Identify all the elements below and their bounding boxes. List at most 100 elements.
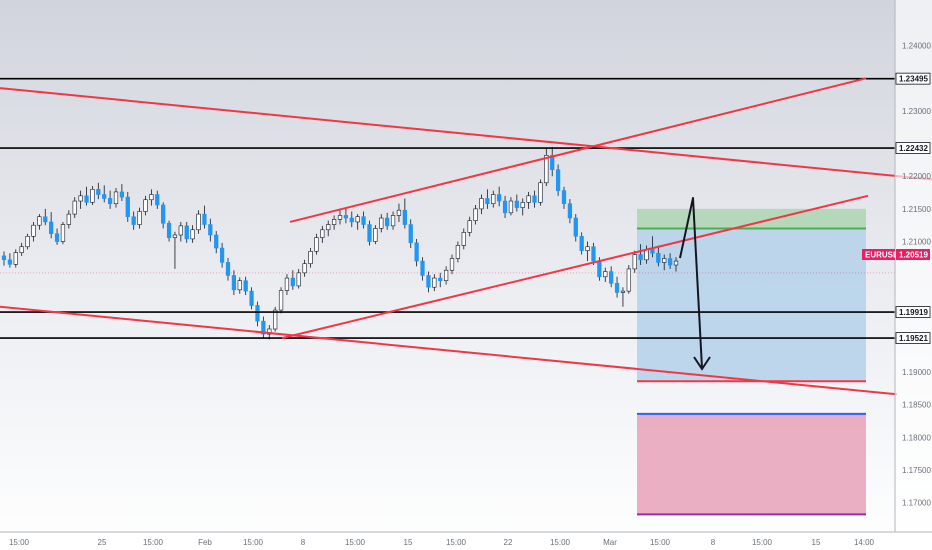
candle-body (208, 224, 213, 236)
candle-body (449, 258, 455, 271)
candle-body (284, 277, 290, 291)
candle-body (261, 320, 266, 335)
candle-body (302, 263, 307, 274)
time-tick-label: 8 (711, 538, 716, 547)
candle-body (214, 234, 219, 249)
candle-body (579, 235, 584, 251)
candle-body (561, 190, 567, 204)
candle-body (66, 213, 71, 225)
level-price-label: 1.19521 (899, 334, 928, 343)
time-axis-panel[interactable] (0, 532, 932, 550)
time-tick-label: 25 (98, 538, 107, 547)
trendline[interactable] (0, 87, 932, 181)
candle-body (308, 251, 313, 265)
candle-body (502, 200, 508, 214)
position-zones[interactable] (637, 208, 866, 516)
price-axis-panel[interactable] (895, 0, 932, 550)
candle-body (420, 260, 425, 276)
time-tick-label: 14:00 (854, 538, 875, 547)
level-badge (895, 306, 931, 318)
time-tick-label: 15:00 (243, 538, 264, 547)
level-badge (895, 142, 931, 154)
candle-body (1, 255, 7, 261)
candle-body (467, 220, 472, 233)
candle-body (514, 200, 519, 208)
time-tick-label: Feb (198, 538, 212, 547)
price-tick-label: 1.17500 (902, 466, 931, 475)
candle-body (520, 202, 525, 208)
candle-body (102, 194, 107, 199)
candle-body (544, 155, 549, 184)
price-tick-label: 1.21500 (902, 205, 931, 214)
time-tick-label: 15:00 (550, 538, 571, 547)
trendline[interactable] (281, 194, 869, 340)
candle-body (255, 305, 260, 322)
time-tick-label: 15 (404, 538, 413, 547)
candle-body (638, 254, 643, 261)
candle-body (161, 204, 166, 224)
candle-body (555, 169, 561, 191)
time-tick-label: 15:00 (143, 538, 164, 547)
candle-body (243, 280, 248, 292)
trendline[interactable] (289, 77, 867, 223)
candle-body (90, 189, 95, 203)
price-tick-label: 1.24000 (902, 42, 931, 51)
candle-body (31, 224, 36, 237)
candle-body (485, 198, 490, 204)
risk-zone[interactable] (637, 413, 866, 515)
level-price-label: 1.22432 (899, 144, 928, 153)
candle-body (461, 232, 466, 246)
trendline[interactable] (0, 305, 898, 396)
candle-body (137, 211, 142, 225)
candlestick-series (1, 146, 679, 340)
projection-path[interactable] (679, 197, 703, 369)
candle-body (107, 198, 113, 204)
horizontal-levels[interactable] (0, 77, 895, 339)
projection-arrow[interactable] (679, 197, 711, 371)
candle-body (432, 277, 437, 288)
time-tick-label: 15:00 (446, 538, 467, 547)
candle-body (620, 290, 626, 293)
candle-body (609, 271, 614, 284)
time-tick-label: 15:00 (9, 538, 30, 547)
candle-body (673, 260, 679, 266)
current-price-label: 1.20519 (899, 251, 928, 260)
symbol-label: EURUSD (865, 251, 899, 260)
time-tick-label: 22 (504, 538, 513, 547)
price-tick-label: 1.18000 (902, 433, 931, 442)
trendlines[interactable] (0, 77, 932, 396)
candle-body (143, 199, 148, 212)
candle-body (19, 246, 24, 253)
candle-body (125, 196, 130, 218)
candle-body (396, 209, 402, 216)
candle-body (155, 194, 160, 206)
time-tick-label: 15:00 (650, 538, 671, 547)
candle-body (603, 271, 608, 278)
reward-zone[interactable] (637, 208, 866, 382)
candle-body (43, 216, 48, 223)
price-tick-label: 1.21000 (902, 238, 931, 247)
arrow-head[interactable] (693, 356, 711, 371)
candle-body (184, 225, 189, 240)
candle-body (72, 200, 77, 215)
candle-body (237, 280, 242, 291)
candle-body (473, 208, 478, 221)
candle-body (585, 246, 590, 251)
current-price-badge: EURUSD 1.20519 (862, 249, 930, 260)
candle-body (296, 272, 301, 287)
candle-body (196, 213, 201, 231)
price-tick-label: 1.17000 (902, 499, 931, 508)
candle-body (367, 224, 372, 242)
candle-body (37, 216, 42, 226)
target-zone[interactable] (637, 208, 866, 229)
level-badge (895, 332, 931, 344)
candle-body (78, 195, 83, 202)
candle-body (597, 260, 602, 278)
candle-body (573, 217, 578, 237)
time-axis-ticks: 15:00 25 15:00 Feb 15:00 8 15:00 15 15:00 22 15:00… (9, 538, 875, 547)
candle-body (202, 213, 207, 225)
candle-body (667, 258, 673, 266)
time-tick-label: 15 (812, 538, 821, 547)
candle-body (402, 209, 407, 225)
